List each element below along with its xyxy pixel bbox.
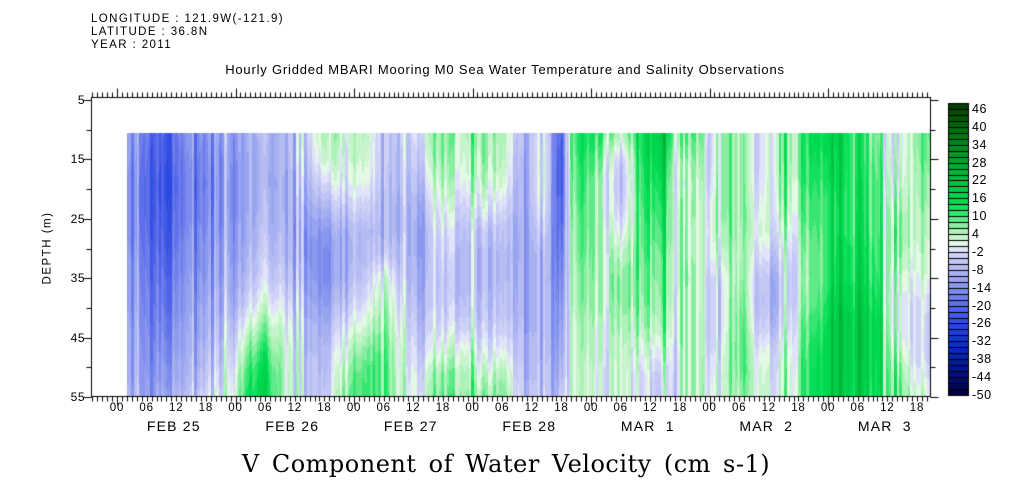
x-hour-label: 18	[435, 402, 451, 414]
colorbar-tick-label: -2	[972, 244, 985, 259]
x-hour-label: 06	[613, 402, 628, 414]
colorbar-tick-label: -8	[972, 262, 985, 277]
header-longitude: LONGITUDE : 121.9W(-121.9)	[91, 13, 284, 25]
x-hour-label: 12	[761, 402, 777, 414]
colorbar-tick-label: -14	[972, 280, 992, 295]
x-hour-label: 18	[198, 402, 214, 414]
colorbar-tick-label: 10	[972, 208, 987, 223]
x-hour-label: 18	[791, 402, 806, 414]
x-hour-label: 18	[672, 402, 688, 414]
y-depth-label: 5	[77, 93, 85, 107]
x-hour-label: 00	[346, 402, 362, 414]
caption: V Component of Water Velocity (cm s-1)	[241, 450, 771, 478]
x-hour-label: 18	[909, 402, 925, 414]
colorbar-tick-label: -20	[972, 298, 992, 313]
x-date-label: FEB 28	[502, 418, 557, 434]
colorbar-tick-label: 4	[972, 226, 980, 241]
colorbar-tick-label: -38	[972, 351, 992, 366]
x-date-label: MAR 1	[620, 418, 675, 434]
colorbar-tick-label: -32	[972, 334, 992, 349]
colorbar-tick-label: -50	[972, 387, 992, 402]
x-hour-label: 00	[109, 402, 125, 414]
x-hour-label: 18	[317, 402, 332, 414]
header-latitude: LATITUDE : 36.8N	[91, 26, 209, 38]
x-hour-label: 12	[643, 402, 658, 414]
x-hour-label: 00	[583, 402, 599, 414]
colorbar-tick-label: 34	[972, 137, 987, 152]
y-depth-label: 35	[70, 271, 85, 286]
colorbar-tick-label: 40	[972, 119, 987, 134]
colorbar-tick-label: -26	[972, 316, 992, 331]
colorbar-tick-label: 22	[972, 173, 987, 188]
y-depth-label: 15	[70, 152, 85, 167]
x-date-label: FEB 25	[146, 418, 201, 434]
header-year: YEAR : 2011	[91, 39, 173, 51]
x-hour-label: 12	[169, 402, 184, 414]
x-hour-label: 06	[850, 402, 865, 414]
plot-title: Hourly Gridded MBARI Mooring M0 Sea Wate…	[225, 62, 785, 77]
x-hour-label: 12	[287, 402, 302, 414]
x-hour-label: 06	[494, 402, 510, 414]
x-hour-label: 06	[139, 402, 154, 414]
x-date-label: FEB 27	[383, 418, 438, 434]
y-depth-label: 45	[70, 330, 85, 345]
x-hour-label: 00	[465, 402, 480, 414]
colorbar-tick-label: 16	[972, 191, 987, 206]
x-hour-label: 12	[524, 402, 539, 414]
x-date-label: MAR 3	[857, 418, 912, 434]
x-hour-label: 00	[228, 402, 243, 414]
x-date-label: FEB 26	[265, 418, 320, 434]
x-hour-label: 00	[820, 402, 836, 414]
colorbar-tick-label: -44	[972, 369, 992, 384]
y-axis-title: DEPTH (m)	[41, 211, 54, 285]
x-hour-label: 18	[554, 402, 569, 414]
x-hour-label: 06	[731, 402, 747, 414]
x-hour-label: 06	[257, 402, 273, 414]
x-hour-label: 00	[702, 402, 717, 414]
x-hour-label: 12	[880, 402, 895, 414]
colorbar-tick-label: 28	[972, 155, 987, 170]
y-depth-label: 55	[70, 390, 85, 404]
colorbar-tick-label: 46	[972, 101, 987, 116]
y-depth-label: 25	[70, 211, 85, 226]
x-date-label: MAR 2	[739, 418, 794, 434]
x-hour-label: 12	[406, 402, 421, 414]
x-hour-label: 06	[376, 402, 391, 414]
